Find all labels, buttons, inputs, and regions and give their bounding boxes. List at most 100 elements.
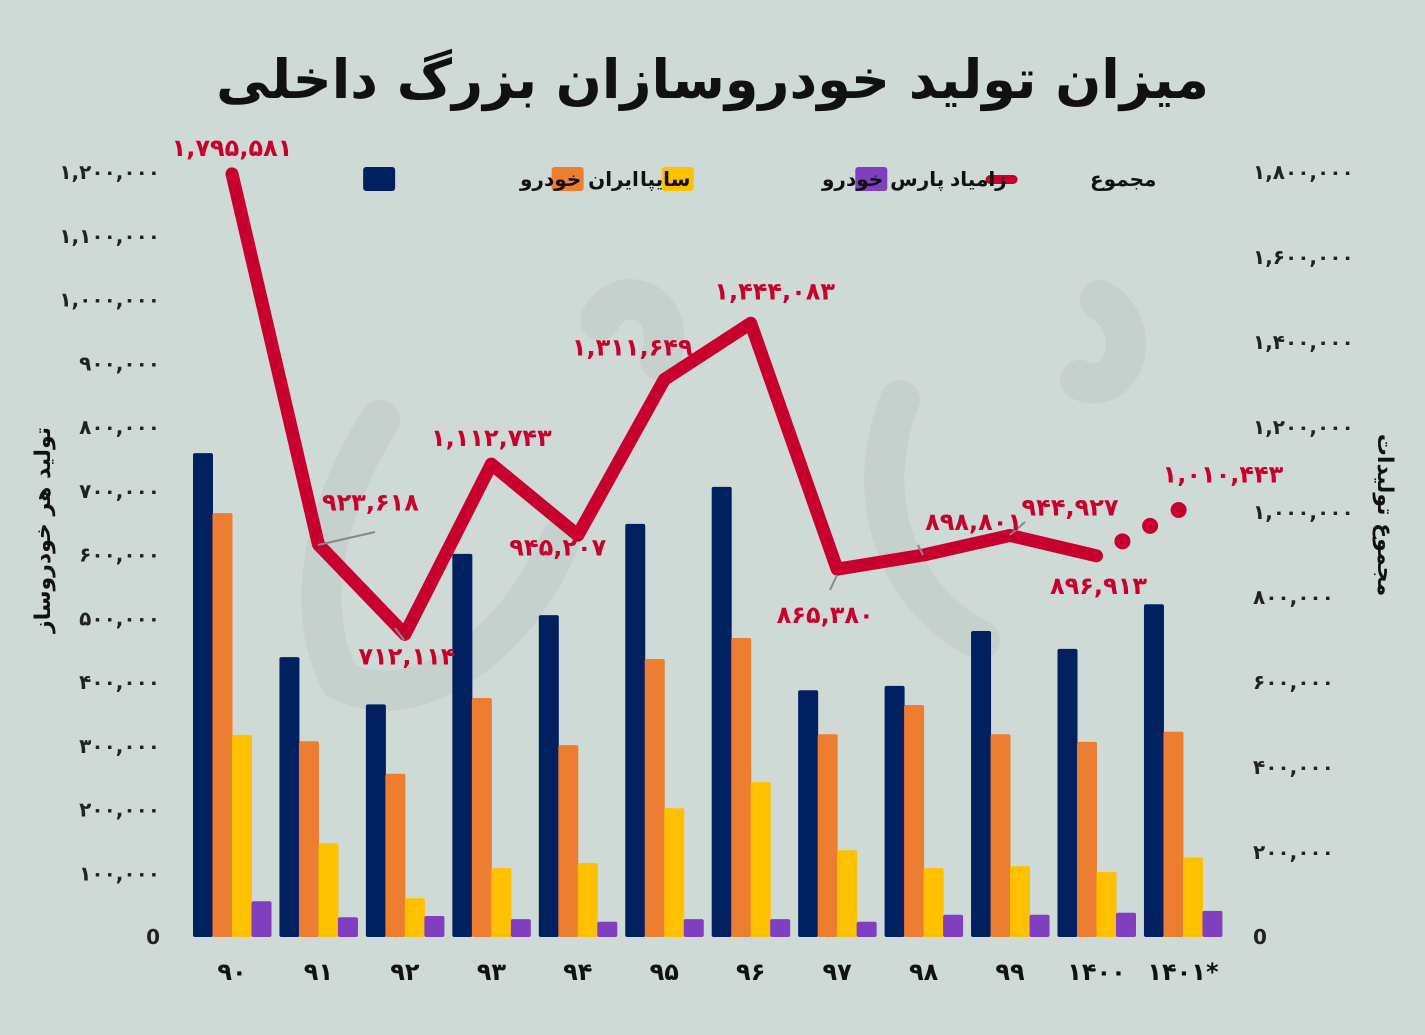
legend-swatch <box>551 167 584 191</box>
watermark-logo <box>301 279 1147 711</box>
bar-0-7 <box>798 690 819 937</box>
total-line <box>225 167 1103 641</box>
bar-3-3 <box>510 919 531 937</box>
y-tick-label: ۴۰۰,۰۰۰ <box>79 670 160 694</box>
y2-tick-label: 0 <box>1253 925 1267 949</box>
bar-3-9 <box>1029 914 1050 937</box>
leader-line <box>829 574 838 591</box>
total-dot-0 <box>1114 533 1131 550</box>
y2-tick-label: ۲۰۰,۰۰۰ <box>1253 840 1334 864</box>
x-tick-label: ۹۳ <box>477 958 507 986</box>
bar-1-7 <box>817 734 838 937</box>
x-tick-label: ۹۱ <box>304 958 333 986</box>
bar-2-9 <box>1010 866 1031 937</box>
bar-2-3 <box>491 868 512 937</box>
legend-swatch <box>363 167 396 191</box>
leader-line <box>317 531 376 546</box>
y2-tick-label: ۱,۸۰۰,۰۰۰ <box>1253 160 1354 184</box>
y-tick-label: 0 <box>146 925 160 949</box>
bar-0-6 <box>711 486 732 937</box>
leader-line <box>917 544 924 556</box>
bar-3-0 <box>251 901 272 937</box>
bar-3-11 <box>1202 910 1223 937</box>
total-data-label: ۷۱۲,۱۱۴ <box>358 642 455 670</box>
total-data-label: ۱,۷۹۵,۵۸۱ <box>172 134 293 162</box>
x-tick-label: ۹۲ <box>390 958 420 986</box>
total-data-label: ۱,۱۱۲,۷۴۳ <box>431 424 552 452</box>
total-data-label: ۸۹۸,۸۰۱ <box>925 508 1022 536</box>
bar-0-2 <box>365 704 386 937</box>
legend-label: مجموع <box>1090 167 1156 191</box>
y-tick-label: ۸۰۰,۰۰۰ <box>79 415 160 439</box>
total-data-label: ۹۴۴,۹۲۷ <box>1022 493 1119 521</box>
bar-1-9 <box>990 734 1011 937</box>
y-tick-label: ۹۰۰,۰۰۰ <box>79 351 160 375</box>
x-tick-label: ۹۴ <box>563 958 592 986</box>
bar-1-4 <box>558 745 579 937</box>
bar-0-9 <box>971 631 992 937</box>
y-tick-label: ۵۰۰,۰۰۰ <box>79 606 160 630</box>
x-tick-label: ۹۶ <box>736 958 765 986</box>
y2-tick-label: ۴۰۰,۰۰۰ <box>1253 755 1334 779</box>
total-dot-2 <box>1170 501 1187 518</box>
leader-line <box>1009 521 1026 536</box>
bar-3-4 <box>597 921 618 937</box>
x-tick-label: ۹۰ <box>217 958 246 986</box>
y2-tick-label: ۸۰۰,۰۰۰ <box>1253 585 1334 609</box>
legend-label: پارس خودرو <box>821 167 944 192</box>
total-data-label: ۸۶۵,۳۸۰ <box>777 601 874 629</box>
bar-1-6 <box>731 638 752 937</box>
y-tick-label: ۱۰۰,۰۰۰ <box>79 861 160 885</box>
x-tick-label: ۹۵ <box>650 958 679 986</box>
total-data-label: ۱,۴۴۴,۰۸۳ <box>714 277 835 305</box>
total-data-label: ۱,۰۱۰,۴۴۳ <box>1163 461 1284 489</box>
bar-2-0 <box>232 734 252 937</box>
total-data-label: ۹۴۵,۲۰۷ <box>509 533 606 561</box>
total-dot-1 <box>1142 517 1159 534</box>
leader-line <box>394 627 405 641</box>
bar-1-2 <box>385 773 406 937</box>
y-tick-label: ۶۰۰,۰۰۰ <box>79 543 160 567</box>
bar-2-1 <box>318 843 339 937</box>
bar-1-8 <box>904 704 925 937</box>
bar-3-2 <box>424 915 445 937</box>
bar-1-3 <box>471 697 492 937</box>
total-data-label: ۸۹۶,۹۱۳ <box>1050 572 1147 600</box>
bar-0-4 <box>538 615 559 937</box>
y2-tick-label: ۱,۰۰۰,۰۰۰ <box>1253 500 1354 524</box>
legend-swatch <box>855 167 888 191</box>
bar-3-7 <box>856 921 877 937</box>
bar-1-1 <box>298 741 319 937</box>
y2-tick-label: ۱,۴۰۰,۰۰۰ <box>1253 330 1354 354</box>
legend-swatch-total <box>985 175 1018 184</box>
bar-0-10 <box>1057 648 1078 937</box>
x-tick-label: ۱۴۰۱* <box>1147 958 1219 986</box>
bar-0-8 <box>884 685 905 937</box>
bar-3-5 <box>683 919 704 937</box>
bar-1-11 <box>1163 731 1184 937</box>
y2-tick-label: ۱,۶۰۰,۰۰۰ <box>1253 245 1354 269</box>
y-tick-label: ۱,۲۰۰,۰۰۰ <box>59 160 160 184</box>
total-data-label: ۹۲۳,۶۱۸ <box>322 488 419 516</box>
legend-swatch <box>661 167 694 191</box>
x-tick-label: ۹۹ <box>995 958 1025 986</box>
bar-3-1 <box>337 917 358 937</box>
bar-1-0 <box>212 513 233 937</box>
bar-0-11 <box>1143 604 1164 937</box>
bar-2-6 <box>750 782 771 937</box>
y-tick-label: ۱,۰۰۰,۰۰۰ <box>59 288 160 312</box>
total-data-label: ۱,۳۱۱,۶۴۹ <box>572 334 693 362</box>
y-axis-title: تولید هر خودروساز <box>31 427 56 634</box>
x-tick-label: ۱۴۰۰ <box>1067 958 1126 986</box>
y-tick-label: ۷۰۰,۰۰۰ <box>79 479 160 503</box>
bar-2-7 <box>837 850 858 937</box>
y-tick-label: ۳۰۰,۰۰۰ <box>79 734 160 758</box>
bar-0-5 <box>625 523 646 937</box>
bar-3-8 <box>943 914 964 937</box>
x-tick-label: ۹۷ <box>823 958 853 986</box>
bar-0-0 <box>193 453 213 937</box>
bar-2-5 <box>664 808 685 937</box>
bar-1-5 <box>644 659 665 937</box>
bar-2-10 <box>1096 871 1117 937</box>
